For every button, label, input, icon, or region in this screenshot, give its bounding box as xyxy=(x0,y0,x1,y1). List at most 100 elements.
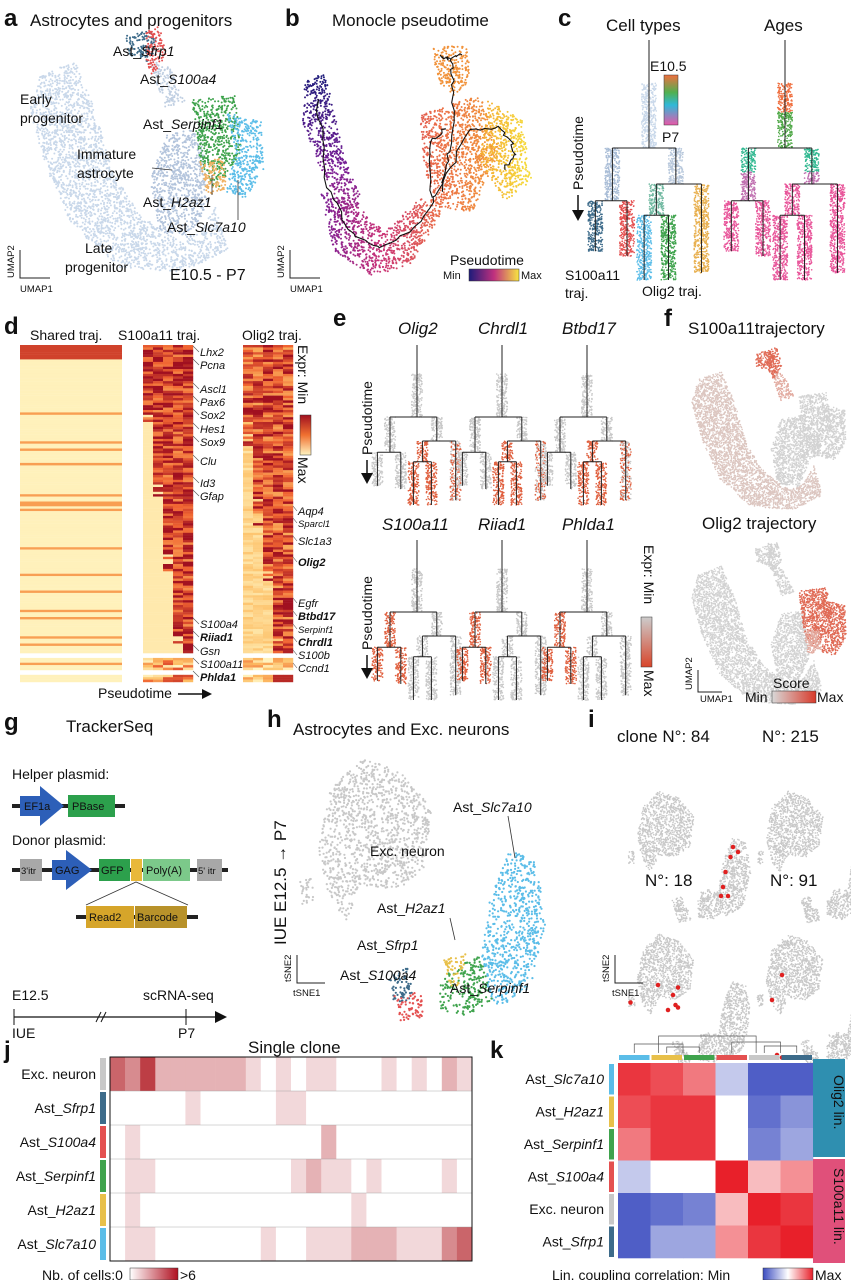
cell-point xyxy=(74,177,76,179)
cell-point xyxy=(181,255,183,257)
cell-point xyxy=(184,214,186,216)
cell-point xyxy=(113,236,115,238)
cell-point xyxy=(95,235,97,237)
cell-point xyxy=(68,198,70,200)
cell-point xyxy=(100,135,102,137)
cell-point xyxy=(161,260,163,262)
cell-point xyxy=(193,170,195,172)
cell-point xyxy=(146,235,148,237)
cell-point xyxy=(133,259,135,261)
cell-point xyxy=(173,159,175,161)
cell-point xyxy=(82,229,84,231)
cell-point xyxy=(133,249,135,251)
cell-point xyxy=(85,129,87,131)
cell-point xyxy=(120,219,122,221)
cell-point xyxy=(170,180,172,182)
cell-point xyxy=(121,251,123,253)
cell-point xyxy=(187,153,189,155)
cell-point xyxy=(60,179,62,181)
cell-point xyxy=(157,260,159,262)
cell-point xyxy=(65,156,67,158)
cell-point xyxy=(119,214,121,216)
cell-point xyxy=(52,93,54,95)
cell-point xyxy=(78,73,80,75)
cell-point xyxy=(130,263,132,265)
cell-point xyxy=(83,113,85,115)
cell-point xyxy=(159,258,161,260)
cell-point xyxy=(62,85,64,87)
cell-point xyxy=(167,237,169,239)
cell-point xyxy=(102,200,104,202)
cell-point xyxy=(122,233,124,235)
cell-point xyxy=(172,244,174,246)
cell-point xyxy=(134,265,136,267)
cell-point xyxy=(117,244,119,246)
cell-point xyxy=(44,142,46,144)
cell-point xyxy=(128,203,130,205)
cell-point xyxy=(99,189,101,191)
cell-point xyxy=(85,235,87,237)
cell-point xyxy=(104,194,106,196)
cell-point xyxy=(97,210,99,212)
cell-point xyxy=(182,146,184,148)
cell-point xyxy=(125,201,127,203)
cell-point xyxy=(110,204,112,206)
cell-point xyxy=(173,137,175,139)
cell-point xyxy=(73,63,75,65)
cell-point xyxy=(92,190,94,192)
cell-point xyxy=(88,194,90,196)
cell-point xyxy=(155,254,157,256)
cell-point xyxy=(98,126,100,128)
cell-point xyxy=(114,227,116,229)
cell-point xyxy=(191,139,193,141)
cell-point xyxy=(208,252,210,254)
cell-point xyxy=(62,135,64,137)
cell-point xyxy=(48,143,50,145)
cell-point xyxy=(38,138,40,140)
cell-point xyxy=(71,193,73,195)
cell-point xyxy=(68,172,70,174)
cell-point xyxy=(88,111,90,113)
cell-point xyxy=(150,241,152,243)
cell-point xyxy=(133,238,135,240)
cell-point xyxy=(66,101,68,103)
cell-point xyxy=(65,191,67,193)
cell-point xyxy=(193,235,195,237)
cell-point xyxy=(210,243,212,245)
cell-point xyxy=(52,138,54,140)
cell-point xyxy=(63,142,65,144)
cell-point xyxy=(60,166,62,168)
cell-point xyxy=(108,237,110,239)
cell-point xyxy=(88,205,90,207)
cell-point xyxy=(97,181,99,183)
cell-point xyxy=(135,258,137,260)
cell-point xyxy=(185,254,187,256)
cell-point xyxy=(190,157,192,159)
cell-point xyxy=(132,241,134,243)
cell-point xyxy=(61,105,63,107)
cell-point xyxy=(82,126,84,128)
cell-point xyxy=(196,176,198,178)
cell-point xyxy=(140,249,142,251)
cell-point xyxy=(101,224,103,226)
cell-point xyxy=(57,129,59,131)
cell-point xyxy=(174,161,176,163)
cell-point xyxy=(168,239,170,241)
cell-point xyxy=(66,193,68,195)
cell-point xyxy=(199,257,201,259)
cell-point xyxy=(66,97,68,99)
cell-point xyxy=(206,255,208,257)
cell-point xyxy=(48,165,50,167)
cell-point xyxy=(168,215,170,217)
cell-point xyxy=(102,231,104,233)
cell-point xyxy=(68,75,70,77)
cell-point xyxy=(45,127,47,129)
cell-point xyxy=(172,178,174,180)
cell-point xyxy=(174,175,176,177)
cell-point xyxy=(97,222,99,224)
cell-point xyxy=(153,182,155,184)
cell-point xyxy=(64,188,66,190)
cell-point xyxy=(144,224,146,226)
cell-point xyxy=(224,240,226,242)
cell-point xyxy=(185,264,187,266)
